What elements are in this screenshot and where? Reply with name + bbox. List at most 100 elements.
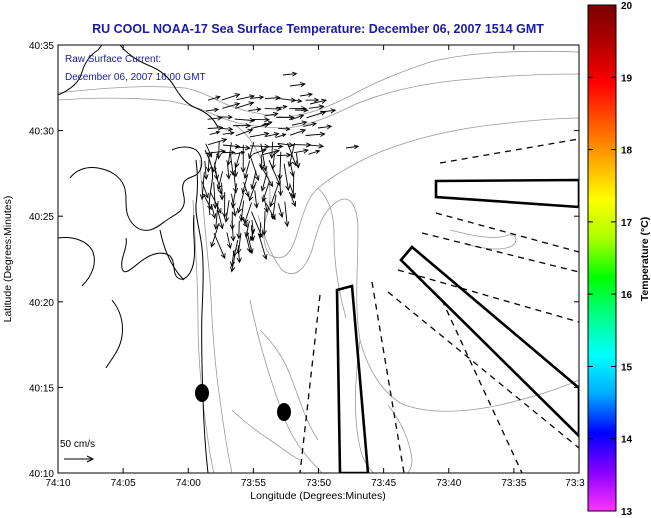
x-tick-label: 73:40 [436,478,461,489]
current-vector [209,130,221,135]
current-vector [261,211,267,236]
current-vector [278,126,291,132]
current-vector [211,204,217,220]
current-vector [275,133,287,138]
zone-north [434,178,579,209]
colorbar-tick-label: 16 [621,290,633,301]
current-vector [219,182,225,201]
current-vector [289,161,295,178]
current-vector [202,193,212,211]
current-vector [260,171,268,192]
current-vector [235,145,251,151]
current-vector [253,190,259,209]
current-vector [243,202,252,225]
current-vector [258,233,268,261]
colorbar-tick-label: 17 [621,218,633,229]
current-vector [243,182,250,198]
current-vector [250,95,265,100]
current-vector [252,148,267,155]
current-vector [203,160,209,181]
current-vector [293,148,309,154]
current-vector [249,131,270,138]
x-tick-label: 74:05 [111,478,136,489]
current-vector [226,232,232,250]
current-vector [248,107,262,112]
current-vector [295,153,301,169]
current-vector [277,142,295,148]
current-vector [284,201,290,228]
current-vector [234,117,256,123]
y-tick-label: 40:25 [29,212,54,223]
y-tick-label: 40:10 [29,469,54,480]
surface-current-vectors [199,71,360,273]
current-vector [288,191,297,207]
current-vector [305,143,325,149]
x-tick-label: 73:55 [241,478,266,489]
temperature-colorbar [587,4,617,512]
y-tick-label: 40:30 [29,127,54,138]
zone-diagonal [399,245,579,438]
current-vector [248,181,257,202]
current-vector [275,104,288,109]
current-vector [234,150,246,155]
current-vector [213,232,226,260]
current-vector [263,194,269,213]
current-vector [222,102,241,109]
current-vector [305,131,326,137]
current-vector [210,222,220,248]
current-vector [201,181,209,199]
x-tick-label: 74:00 [176,478,201,489]
current-vector [225,163,232,180]
current-vector [264,143,284,150]
dashed-transects [299,138,579,473]
map-area [58,45,579,473]
current-vector [235,128,254,137]
x-tick-label: 73:3 [565,478,585,489]
current-vector [205,149,227,155]
current-vector [217,210,224,230]
colorbar-ticks: 20 19 18 17 16 15 14 13 [588,1,633,518]
x-axis-ticks: 74:10 74:05 74:00 73:55 73:50 73:45 73:40 73:35… [45,45,585,489]
current-vector [231,193,238,217]
current-vector [226,142,232,167]
current-vector [222,131,235,136]
current-vector [265,95,281,101]
current-vector [240,144,246,174]
current-vector [299,92,314,97]
current-vector [261,121,273,126]
current-vector [208,138,228,146]
current-vector [250,170,257,190]
current-vector [309,98,328,105]
y-axis-ticks: 40:35 40:30 40:25 40:20 40:15 40:10 [29,41,579,480]
station-marker-west [195,384,209,402]
current-vector [289,128,307,136]
current-vector [290,114,305,121]
figure-title: RU COOL NOAA-17 Sea Surface Temperature:… [92,22,544,36]
current-vector [241,174,249,194]
scale-bar-label: 50 cm/s [60,439,95,450]
current-vector [289,98,303,104]
current-vector [269,141,275,159]
current-vector [249,229,254,242]
colorbar-tick-label: 18 [621,146,633,157]
current-vector [207,95,221,101]
current-vector [213,200,219,230]
current-vector [277,203,284,218]
current-annotation-line2: December 06, 2007 16:00 GMT [65,72,206,83]
colorbar-tick-label: 19 [621,73,633,84]
current-vector [236,244,242,264]
y-tick-label: 40:35 [29,41,54,52]
disposal-zones [335,178,579,473]
current-vector [265,132,280,137]
current-vector [265,203,276,221]
colorbar-tick-label: 13 [621,507,633,518]
current-vector [205,107,220,113]
current-vector [223,200,230,223]
current-vector [230,254,236,273]
y-axis-label: Latitude (Degrees:Minutes) [2,196,14,323]
current-vector [294,107,309,113]
current-vector [239,214,248,228]
current-vector [222,150,236,155]
x-tick-label: 74:10 [45,478,70,489]
colorbar-label: Temperature (°C) [639,217,651,302]
